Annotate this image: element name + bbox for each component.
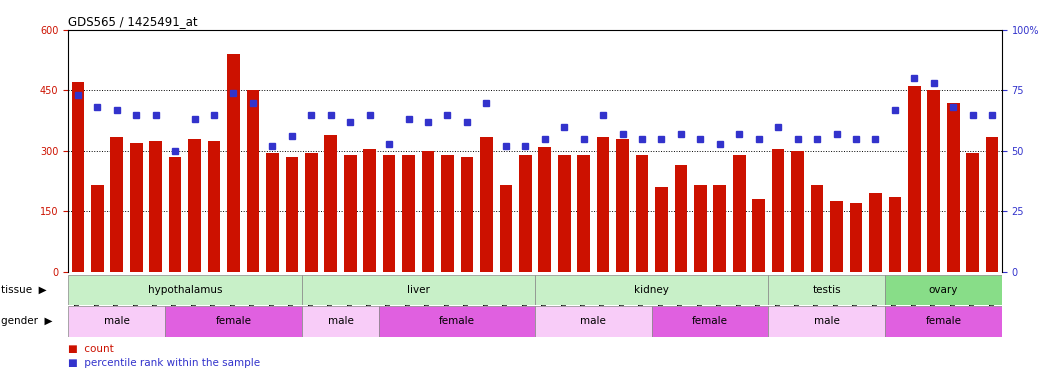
Bar (889, 197, 901, 272)
Bar (596, 137, 610, 272)
Text: male: male (581, 316, 607, 326)
Text: male: male (104, 316, 130, 326)
Bar (441, 155, 454, 272)
Text: ■  percentile rank within the sample: ■ percentile rank within the sample (68, 357, 260, 368)
Bar (947, 103, 960, 272)
Bar (166, 306, 302, 337)
Text: testis: testis (812, 285, 842, 295)
Text: male: male (328, 316, 353, 326)
Bar (189, 139, 201, 272)
Bar (110, 137, 123, 272)
Text: female: female (439, 316, 475, 326)
Bar (285, 157, 299, 272)
Bar (344, 155, 356, 272)
Bar (558, 155, 570, 272)
Bar (694, 185, 706, 272)
Bar (534, 274, 768, 305)
Bar (383, 155, 395, 272)
Bar (830, 201, 843, 272)
Bar (652, 306, 768, 337)
Bar (908, 87, 921, 272)
Text: liver: liver (407, 285, 430, 295)
Bar (811, 185, 824, 272)
Bar (534, 306, 652, 337)
Text: ■  count: ■ count (68, 344, 114, 354)
Text: female: female (216, 316, 252, 326)
Bar (733, 155, 745, 272)
Bar (886, 274, 1002, 305)
Bar (169, 157, 181, 272)
Bar (752, 200, 765, 272)
Text: male: male (814, 316, 839, 326)
Bar (986, 137, 999, 272)
Bar (379, 306, 534, 337)
Bar (771, 149, 785, 272)
Bar (675, 165, 687, 272)
Bar (130, 143, 143, 272)
Text: tissue  ▶: tissue ▶ (1, 285, 47, 295)
Bar (246, 90, 259, 272)
Bar (714, 185, 726, 272)
Bar (68, 306, 166, 337)
Bar (768, 306, 886, 337)
Bar (869, 193, 881, 272)
Text: GDS565 / 1425491_at: GDS565 / 1425491_at (68, 15, 198, 28)
Bar (850, 203, 863, 272)
Bar (886, 306, 1002, 337)
Bar (305, 153, 318, 272)
Text: female: female (692, 316, 728, 326)
Text: gender  ▶: gender ▶ (1, 316, 52, 326)
Bar (266, 153, 279, 272)
Bar (71, 82, 84, 272)
Bar (768, 274, 886, 305)
Bar (480, 137, 493, 272)
Bar (927, 90, 940, 272)
Bar (616, 139, 629, 272)
Bar (966, 153, 979, 272)
Bar (364, 149, 376, 272)
Bar (655, 187, 668, 272)
Bar (539, 147, 551, 272)
Bar (208, 141, 220, 272)
Bar (302, 306, 379, 337)
Bar (149, 141, 162, 272)
Bar (500, 185, 512, 272)
Bar (91, 185, 104, 272)
Text: ovary: ovary (929, 285, 958, 295)
Bar (519, 155, 531, 272)
Bar (421, 151, 434, 272)
Bar (636, 155, 649, 272)
Bar (791, 151, 804, 272)
Bar (325, 135, 337, 272)
Bar (402, 155, 415, 272)
Text: female: female (925, 316, 961, 326)
Bar (302, 274, 534, 305)
Bar (227, 54, 240, 272)
Text: kidney: kidney (634, 285, 670, 295)
Bar (68, 274, 302, 305)
Bar (460, 157, 474, 272)
Bar (577, 155, 590, 272)
Text: hypothalamus: hypothalamus (148, 285, 222, 295)
